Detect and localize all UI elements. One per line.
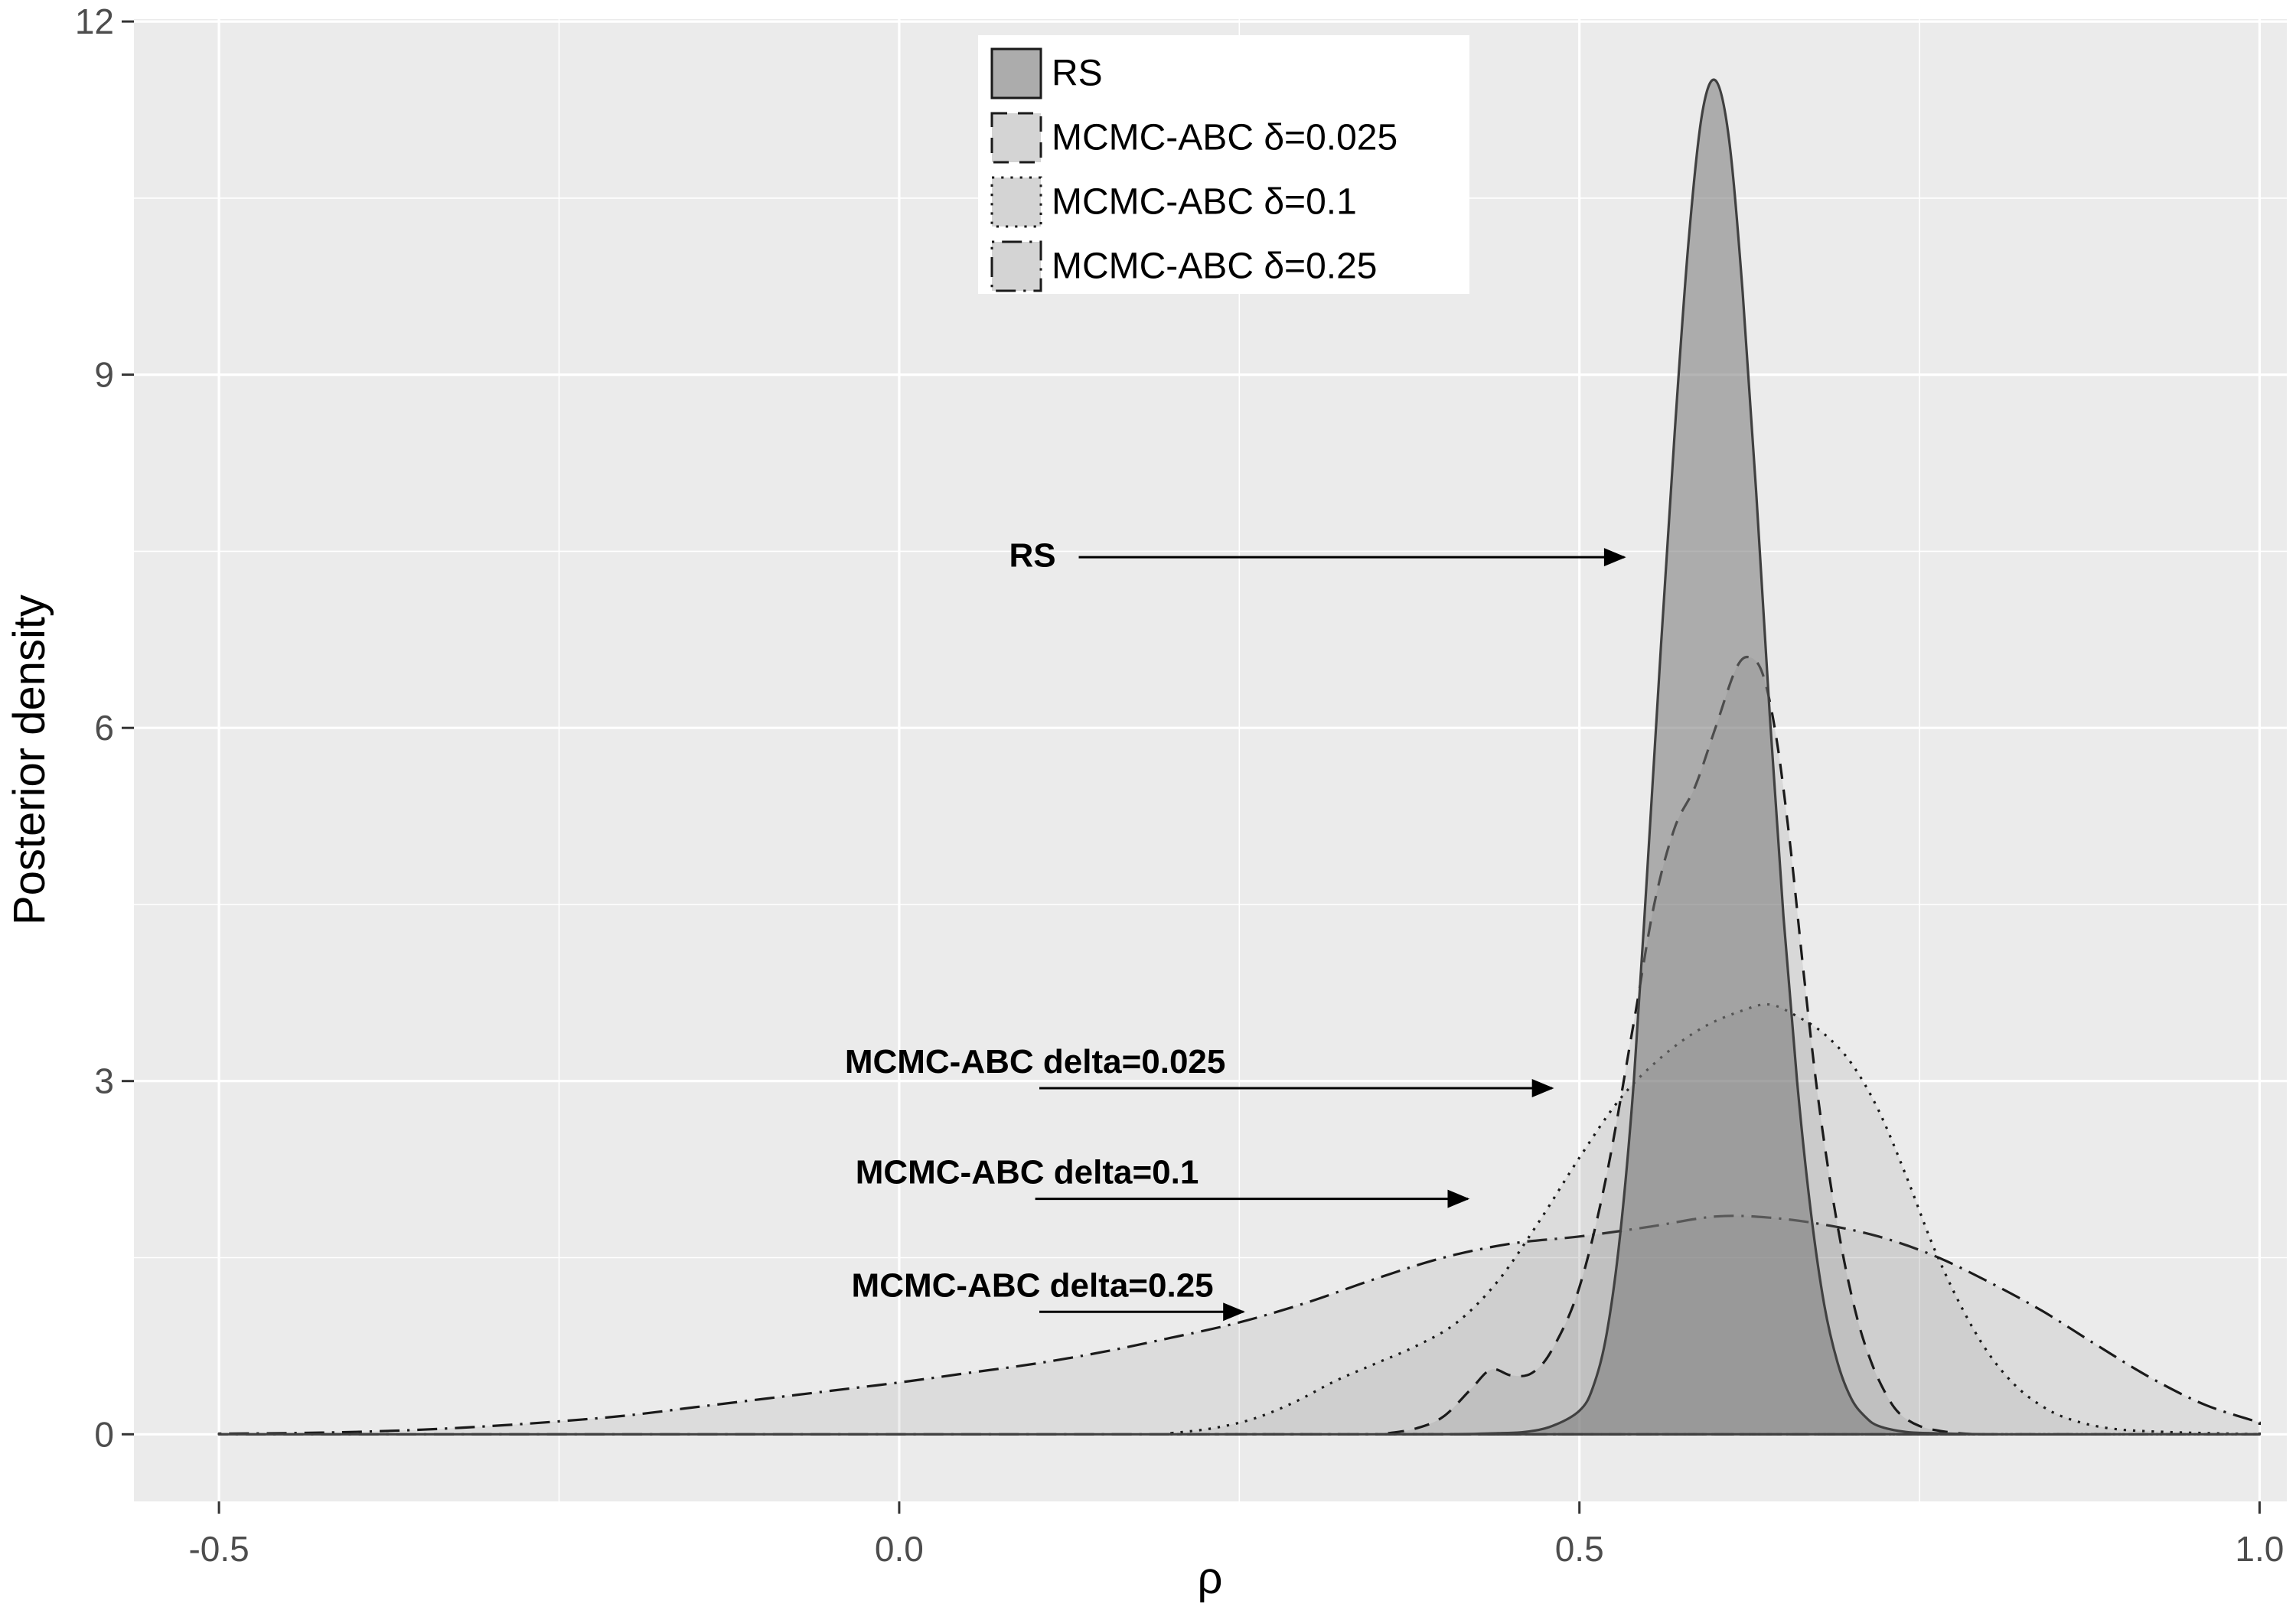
x-tick-label: 0.0: [875, 1529, 924, 1569]
legend-entry: RS: [990, 47, 1103, 99]
x-axis-title: ρ: [1198, 1553, 1223, 1603]
density-curves: [217, 78, 2261, 1436]
axes: 0 3 6 9 12 -0.5 0.0 0.5 1.0: [75, 2, 2285, 1569]
legend-box: [978, 35, 1469, 294]
annotation-text: MCMC-ABC delta=0.1: [856, 1154, 1199, 1191]
y-tick-label: 12: [75, 2, 114, 41]
density-curve-rs: [217, 78, 2261, 1436]
annotation-text: RS: [1009, 536, 1056, 574]
legend-label: MCMC-ABC δ=0.025: [1052, 118, 1397, 158]
y-tick-label: 6: [94, 708, 114, 748]
legend-entry: MCMC-ABC δ=0.25: [990, 240, 1377, 292]
y-axis-title: Posterior density: [5, 595, 54, 925]
legend-key: [990, 47, 1042, 99]
x-tick-label: -0.5: [188, 1529, 249, 1569]
legend-label: RS: [1052, 54, 1103, 94]
annotations: RS MCMC-ABC delta=0.025 MCMC-ABC delta=0.1…: [845, 536, 1626, 1322]
legend-key: [990, 112, 1042, 164]
annotation-text: MCMC-ABC delta=0.25: [852, 1266, 1214, 1304]
y-tick-label: 3: [94, 1061, 114, 1101]
x-tick-label: 0.5: [1555, 1529, 1604, 1569]
legend-entry: MCMC-ABC δ=0.025: [990, 112, 1397, 164]
legend-entry: MCMC-ABC δ=0.1: [990, 176, 1357, 228]
legend-label: MCMC-ABC δ=0.1: [1052, 182, 1357, 223]
legend-label: MCMC-ABC δ=0.25: [1052, 246, 1377, 287]
legend-key: [990, 240, 1042, 292]
legend-key: [990, 176, 1042, 228]
annotation-text: MCMC-ABC delta=0.025: [845, 1043, 1226, 1081]
legend: RS MCMC-ABC δ=0.025 MCMC-ABC δ=0.1 MCMC-ABC…: [978, 35, 1469, 294]
y-tick-label: 0: [94, 1414, 114, 1454]
y-tick-label: 9: [94, 355, 114, 395]
x-tick-label: 1.0: [2235, 1529, 2284, 1569]
